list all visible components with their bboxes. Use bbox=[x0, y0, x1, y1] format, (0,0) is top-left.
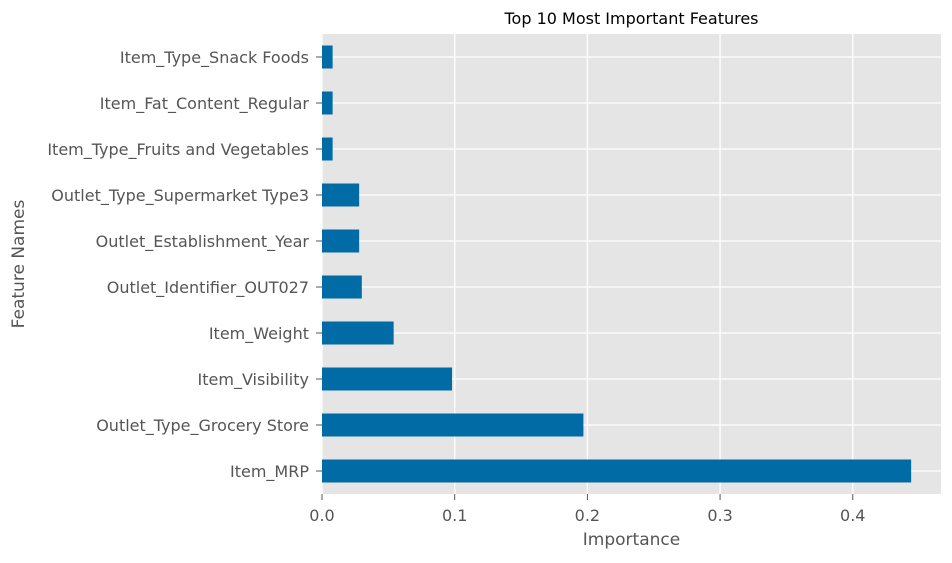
bar bbox=[322, 183, 360, 207]
y-tick-labels: Item_MRP Outlet_Type_Grocery Store Item_Vi… bbox=[47, 48, 322, 482]
y-tick-label: Outlet_Type_Supermarket Type3 bbox=[51, 186, 309, 206]
y-axis-label: Feature Names bbox=[9, 200, 29, 329]
y-tick-label: Item_Fat_Content_Regular bbox=[100, 94, 310, 114]
x-axis-label: Importance bbox=[583, 530, 680, 550]
y-tick-label: Item_Type_Fruits and Vegetables bbox=[47, 140, 309, 160]
y-tick-label: Item_Visibility bbox=[198, 370, 309, 390]
y-tick-label: Outlet_Type_Grocery Store bbox=[96, 416, 309, 436]
y-tick-label: Item_Type_Snack Foods bbox=[120, 48, 309, 68]
x-tick-label: 0.3 bbox=[707, 506, 732, 525]
bar bbox=[322, 459, 912, 483]
bar bbox=[322, 45, 333, 69]
bar bbox=[322, 275, 362, 299]
bar bbox=[322, 413, 584, 437]
y-tick-label: Outlet_Establishment_Year bbox=[96, 232, 310, 252]
x-tick-label: 0.4 bbox=[840, 506, 865, 525]
y-tick-label: Item_Weight bbox=[209, 324, 309, 344]
x-tick-label: 0.2 bbox=[575, 506, 600, 525]
bar bbox=[322, 91, 333, 115]
bar bbox=[322, 367, 453, 391]
bar bbox=[322, 137, 333, 161]
y-tick-label: Item_MRP bbox=[230, 462, 309, 482]
x-tick-label: 0.0 bbox=[309, 506, 334, 525]
bar bbox=[322, 321, 394, 345]
y-tick-label: Outlet_Identifier_OUT027 bbox=[107, 278, 309, 298]
chart-title: Top 10 Most Important Features bbox=[503, 9, 758, 28]
x-tick-labels: 0.0 0.1 0.2 0.3 0.4 bbox=[309, 494, 865, 525]
x-tick-label: 0.1 bbox=[442, 506, 467, 525]
bars bbox=[322, 45, 912, 483]
bar bbox=[322, 229, 360, 253]
